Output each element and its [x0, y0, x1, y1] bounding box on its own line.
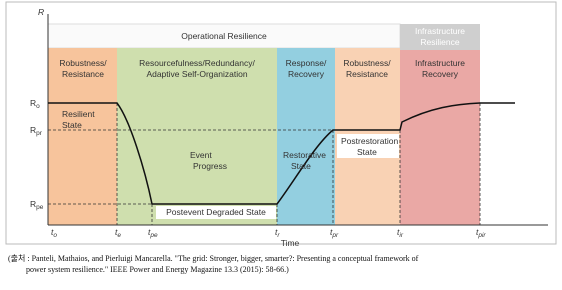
time-labels: to te tpe tr tpr tir tpir [51, 227, 486, 239]
level-label: Rpr [30, 125, 43, 137]
annotation: Postevent Degraded State [166, 207, 266, 217]
phase-label: Adaptive Self-Organization [146, 69, 247, 79]
phase-band [48, 48, 117, 225]
x-axis-label: Time [281, 238, 300, 248]
caption: power system resilience." IEEE Power and… [26, 265, 289, 274]
phase-label: Resistance [62, 69, 104, 79]
phase-label: Resourcefulness/Redundancy/ [139, 58, 255, 68]
time-label: tpr [330, 227, 339, 239]
time-label: tir [397, 227, 404, 239]
phase-label: Response/ [286, 58, 327, 68]
time-label: to [51, 227, 57, 239]
annotation: State [357, 147, 377, 157]
header-text: Infrastructure [415, 26, 465, 36]
phase-band [117, 48, 277, 225]
phase-label: Robustness/ [343, 58, 391, 68]
annotation: Postrestoration [341, 136, 398, 146]
time-label: tr [275, 227, 280, 239]
annotation-box [156, 206, 276, 219]
phase-label: Recovery [288, 69, 325, 79]
header-band [400, 24, 480, 50]
annotation: Event [190, 150, 212, 160]
phase-labels: Robustness/ Resistance Resourcefulness/R… [59, 58, 465, 79]
guides [48, 103, 481, 225]
y-axis-label: R [38, 7, 44, 17]
annotation: Resilient [62, 109, 95, 119]
header-text: Operational Resilience [181, 31, 267, 41]
phase-label: Recovery [422, 69, 459, 79]
time-label: te [115, 227, 121, 239]
level-label: Ro [30, 98, 40, 110]
phase-label: Resistance [346, 69, 388, 79]
header-text: Resilience [420, 37, 459, 47]
time-label: tpe [148, 227, 158, 239]
header-band [47, 23, 401, 49]
caption: (출처 : Panteli, Mathaios, and Pierluigi M… [8, 253, 419, 263]
phase-band [400, 50, 480, 225]
annotation: State [62, 120, 82, 130]
annotation: State [291, 161, 311, 171]
phase-label: Robustness/ [59, 58, 107, 68]
annotation-box [337, 134, 399, 158]
time-label: tpir [476, 227, 486, 239]
resilience-curve [48, 102, 515, 205]
level-label: Rpe [30, 199, 44, 211]
annotation: Restorative [283, 150, 326, 160]
phase-label: Infrastructure [415, 58, 465, 68]
annotation: Progress [193, 161, 227, 171]
